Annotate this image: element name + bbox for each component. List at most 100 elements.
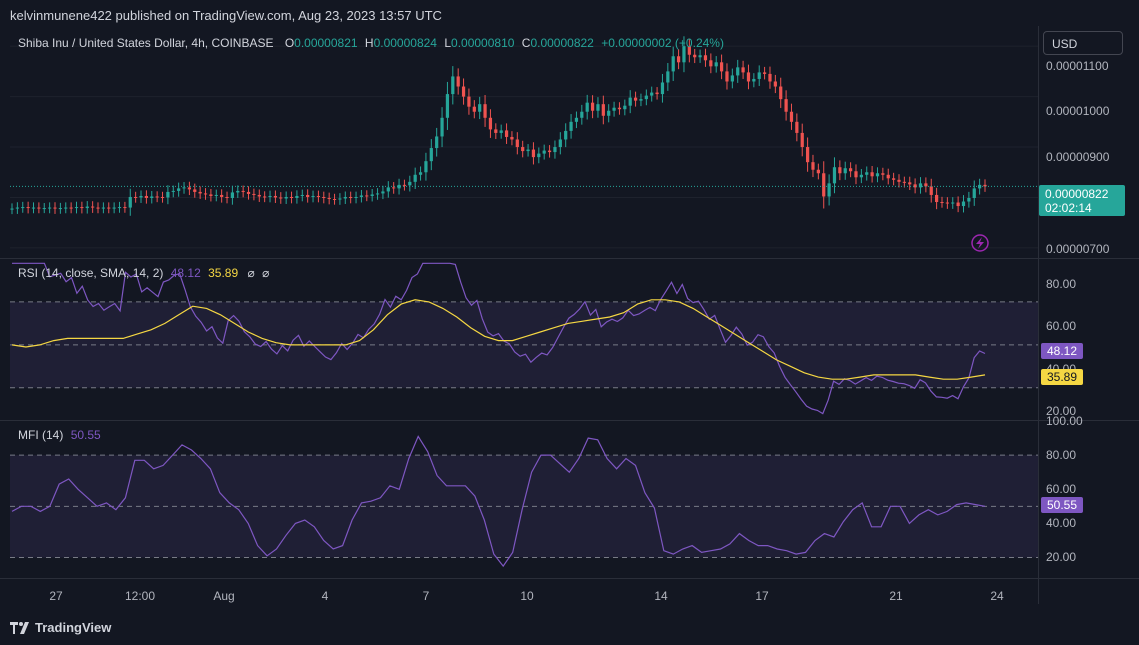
rsi-legend[interactable]: RSI (14, close, SMA, 14, 2) 48.12 35.89 … — [18, 266, 269, 280]
candle — [730, 75, 734, 82]
mfi-chart[interactable] — [10, 421, 1038, 578]
candle — [924, 183, 928, 187]
candle — [171, 190, 175, 192]
candle — [225, 196, 229, 198]
candle — [128, 196, 132, 208]
candle — [881, 173, 885, 175]
candle — [257, 194, 261, 197]
candle — [542, 150, 546, 154]
candle — [510, 136, 514, 140]
price-tick: 0.00001000 — [1046, 104, 1110, 118]
candle — [467, 96, 471, 107]
rsi-chart[interactable] — [10, 259, 1038, 420]
candle — [703, 55, 708, 61]
candle — [365, 195, 369, 197]
candle — [736, 67, 740, 76]
candle — [746, 72, 751, 82]
pane-separator-rsi[interactable] — [0, 258, 1139, 259]
candle — [166, 191, 170, 198]
candle — [123, 207, 127, 209]
candle — [343, 196, 347, 199]
candle — [209, 194, 213, 196]
candle — [187, 187, 192, 190]
candle — [913, 184, 917, 188]
rsi-line — [12, 262, 986, 415]
candle — [284, 196, 288, 199]
price-chart[interactable] — [10, 26, 1038, 258]
candle — [660, 82, 665, 95]
candle — [69, 207, 73, 209]
candle — [752, 78, 756, 82]
mfi-legend[interactable]: MFI (14) 50.55 — [18, 428, 101, 442]
candle — [91, 206, 95, 208]
candle — [134, 196, 138, 198]
candle — [236, 190, 240, 193]
ohlc-open: 0.00000821 — [294, 36, 358, 50]
candle — [623, 105, 627, 110]
lightning-icon-bolt — [976, 237, 984, 249]
candle — [160, 196, 165, 198]
candle — [628, 97, 632, 106]
candle — [564, 130, 568, 140]
candle — [327, 197, 331, 199]
candle — [177, 188, 181, 191]
tradingview-icon — [10, 621, 29, 634]
candle — [698, 55, 702, 58]
candle — [413, 174, 417, 182]
candle — [273, 195, 278, 198]
candle — [897, 179, 901, 182]
candle — [488, 117, 493, 130]
candle — [295, 195, 299, 198]
tradingview-logo[interactable]: TradingView — [10, 620, 111, 635]
candle — [252, 193, 256, 195]
candle — [558, 139, 562, 148]
candle — [951, 202, 955, 204]
ohlc-low: 0.00000810 — [451, 36, 515, 50]
candle — [972, 188, 976, 198]
mfi-tick: 20.00 — [1046, 550, 1077, 564]
ohlc-o-label: O — [284, 36, 295, 50]
candle — [644, 95, 648, 100]
candle — [838, 167, 842, 174]
rsi-sma-line — [11, 299, 986, 380]
candle — [214, 194, 218, 196]
candle — [822, 173, 826, 197]
candle — [359, 195, 364, 197]
ohlc-c-label: C — [521, 36, 531, 50]
rsi-tick: 20.00 — [1046, 404, 1077, 418]
time-tick: 21 — [889, 589, 903, 603]
candle — [332, 198, 337, 200]
ohlc-change: +0.00000002 (+0.24%) — [601, 36, 724, 50]
price-tick: 0.00000900 — [1046, 150, 1110, 164]
candle — [676, 56, 681, 63]
candle — [306, 194, 310, 197]
candle — [220, 194, 224, 197]
candle — [779, 86, 783, 100]
candle — [617, 107, 622, 110]
candle — [499, 130, 503, 133]
candle — [144, 195, 149, 198]
pane-separator-mfi[interactable] — [0, 420, 1139, 421]
candle — [650, 92, 654, 96]
candle — [349, 196, 353, 198]
candle — [762, 72, 767, 74]
candle — [961, 201, 966, 207]
candle — [725, 71, 729, 82]
symbol-legend[interactable]: Shiba Inu / United States Dollar, 4h, CO… — [18, 36, 724, 50]
candle — [96, 207, 100, 209]
candle — [935, 194, 939, 203]
candle — [150, 196, 154, 198]
candle — [64, 207, 68, 209]
candle — [354, 196, 358, 198]
currency-button[interactable]: USD — [1043, 31, 1123, 55]
candle — [757, 72, 761, 79]
brand-name: TradingView — [35, 620, 112, 635]
candle — [461, 86, 466, 97]
candle — [139, 195, 143, 198]
lightning-icon — [971, 234, 989, 252]
candle — [929, 186, 933, 195]
rsi-title: RSI (14, close, SMA, 14, 2) — [18, 266, 164, 280]
candle — [31, 207, 36, 209]
candle — [74, 207, 79, 209]
last-price-label: 0.00000822 02:02:14 — [1039, 185, 1125, 216]
